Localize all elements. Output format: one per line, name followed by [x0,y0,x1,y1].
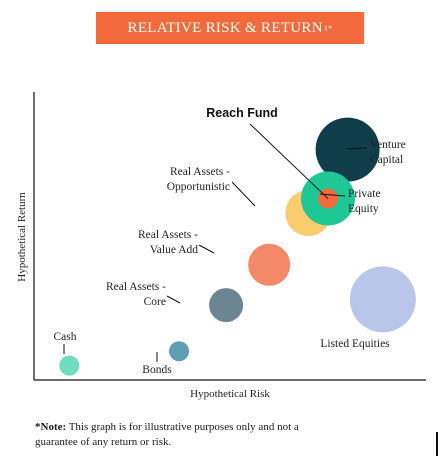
label-reach-fund: Reach Fund [206,106,278,120]
leader-real-assets-value-add [198,244,215,254]
label-bonds: Bonds [142,364,172,376]
bubble-venture-capital [315,117,380,182]
leader-reach-fund [249,123,329,199]
bubbles-group [59,117,416,376]
label-real-assets-value-add: Real Assets - Value Add [138,229,198,256]
label-real-assets-core-line-1: Real Assets - [106,281,166,293]
y-axis-label: Hypothetical Return [16,192,28,282]
label-cash: Cash [54,331,77,343]
label-cash-line-1: Cash [54,331,77,343]
label-bonds-line-1: Bonds [142,364,172,376]
edge-marker [436,432,438,456]
bubble-real-assets-core [209,288,244,323]
note-prefix: *Note: [35,421,67,433]
label-real-assets-opportunistic-line-2: Opportunistic [167,181,230,193]
leader-real-assets-core [166,295,181,304]
bubble-bonds [169,341,190,362]
label-listed-equities-line-1: Listed Equities [320,338,390,350]
bubble-cash [59,355,80,376]
label-listed-equities: Listed Equities [320,338,390,350]
bubble-listed-equities [349,266,416,333]
label-real-assets-opportunistic-line-1: Real Assets - [170,166,230,178]
leader-real-assets-opportunistic [231,181,256,207]
chart-title: RELATIVE RISK & RETURN [127,19,323,36]
label-private-equity-line-2: Equity [348,203,379,215]
label-real-assets-opportunistic: Real Assets - Opportunistic [167,166,230,193]
x-axis-label: Hypothetical Risk [190,388,270,400]
label-reach-fund-line-1: Reach Fund [206,106,278,120]
title-footnote-mark: 1* [323,23,333,33]
leader-venture-capital [346,147,368,150]
label-private-equity: Private Equity [348,188,381,215]
disclaimer-note: *Note: This graph is for illustrative pu… [35,420,335,450]
label-real-assets-core-line-2: Core [144,296,166,308]
label-venture-capital: Venture Capital [370,139,406,166]
note-text: This graph is for illustrative purposes … [35,421,299,448]
label-private-equity-line-1: Private [348,188,381,200]
chart-title-banner: RELATIVE RISK & RETURN 1* [96,12,364,44]
label-real-assets-core: Real Assets - Core [106,281,166,308]
label-venture-capital-line-1: Venture [370,139,406,151]
label-venture-capital-line-2: Capital [370,154,403,166]
label-real-assets-value-add-line-1: Real Assets - [138,229,198,241]
callouts-group: Cash Bonds Real Assets - Core Real Assets - V… [54,106,406,376]
bubble-real-assets-value-add [248,243,291,286]
label-real-assets-value-add-line-2: Value Add [150,244,198,256]
